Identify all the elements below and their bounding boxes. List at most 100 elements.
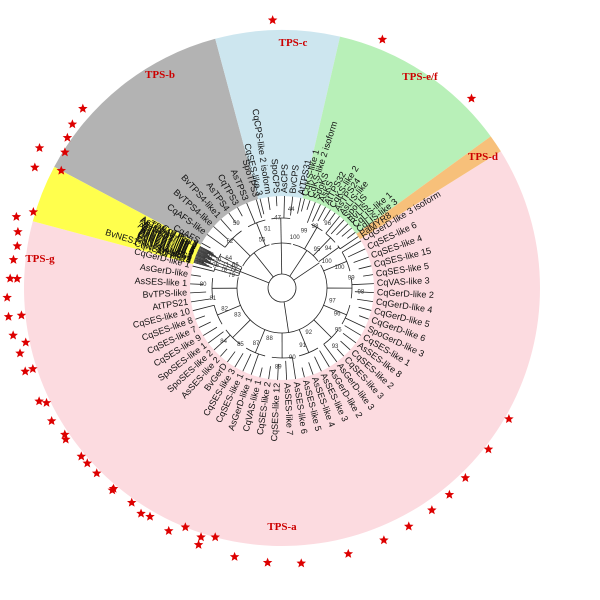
- subclade-stem: [304, 227, 318, 250]
- bootstrap-value: 99: [348, 275, 355, 281]
- tip-branch: [345, 317, 366, 328]
- subclade-stem: [254, 329, 266, 353]
- tip-branch: [195, 256, 211, 263]
- subclade-stem: [216, 261, 241, 272]
- tip-branch: [195, 315, 206, 320]
- star-marker: [180, 522, 191, 532]
- bootstrap-value: 84: [220, 339, 227, 345]
- clade-labels: TPS-a TPS-b TPS-c TPS-e/f TPS-d TPS-g: [25, 37, 498, 533]
- clade-label-tps_c: TPS-c: [279, 37, 308, 49]
- bootstrap-value: 91: [299, 343, 306, 349]
- tip-branch: [290, 196, 294, 216]
- tip-branch: [213, 334, 231, 351]
- tip-branch: [237, 207, 243, 217]
- tip-branch: [268, 366, 271, 380]
- tip-branch: [199, 247, 214, 255]
- tip-branch: [193, 260, 210, 267]
- star-marker: [427, 505, 437, 515]
- tip-branch: [190, 274, 201, 277]
- tip-branch: [291, 357, 296, 380]
- clade-label-tps_e_f: TPS-e/f: [402, 71, 438, 83]
- star-marker: [229, 551, 240, 561]
- star-marker: [28, 363, 38, 374]
- tip-branch: [317, 206, 326, 222]
- subclade-arc: [350, 277, 353, 299]
- subclade-stem: [323, 304, 347, 316]
- tip-branch: [347, 248, 366, 258]
- star-marker: [41, 397, 52, 407]
- leaf-label: SpoCPS: [270, 158, 282, 193]
- clade-stem-tps_d: [293, 262, 320, 281]
- star-marker: [60, 429, 70, 439]
- tip-branch: [206, 234, 226, 248]
- star-marker: [8, 330, 18, 340]
- bootstrap-value: 96: [324, 221, 331, 227]
- subclade-arc: [218, 253, 222, 258]
- subclade-stem: [214, 268, 239, 277]
- bootstrap-value: 66: [232, 263, 239, 269]
- bootstrap-value: 100: [290, 235, 301, 241]
- star-marker: [91, 468, 102, 478]
- subclade-arc: [216, 261, 218, 264]
- tip-branch: [192, 304, 215, 312]
- star-marker: [196, 532, 206, 542]
- tip-branch: [195, 255, 209, 261]
- subclade-stem: [318, 246, 340, 263]
- subclade-arc: [213, 305, 223, 325]
- tip-branch: [208, 331, 224, 344]
- star-marker: [12, 241, 23, 251]
- tip-branch: [351, 283, 374, 286]
- clade-arc-tps_a: [236, 264, 328, 334]
- tip-branch: [354, 291, 374, 294]
- leaf-label: BvTPS-like: [142, 287, 187, 299]
- tip-branch: [344, 325, 362, 336]
- star-markers: [2, 15, 514, 568]
- tip-branch: [198, 248, 219, 259]
- subclade-stem: [298, 329, 310, 353]
- bootstrap-value: 71: [222, 262, 229, 268]
- leaf-label: AsSES-like 1: [134, 276, 187, 288]
- tip-branch: [357, 298, 374, 303]
- bootstrap-value: 73: [230, 267, 237, 273]
- bootstrap-value: 89: [275, 364, 282, 370]
- bootstrap-value: 75: [204, 259, 211, 265]
- subclade-stem: [323, 260, 347, 272]
- tip-branch: [323, 343, 338, 363]
- tip-branch: [353, 256, 369, 263]
- bootstrap-value: 83: [234, 312, 241, 318]
- subclade-stem: [313, 319, 332, 338]
- tip-branch: [267, 196, 271, 210]
- tip-branch: [363, 274, 374, 277]
- clade-sectors: [23, 30, 541, 546]
- star-marker: [20, 366, 30, 376]
- bootstrap-value: 70: [215, 257, 222, 263]
- bootstrap-value: 98: [312, 224, 319, 230]
- tip-branch: [227, 351, 236, 363]
- tree-branches: [190, 196, 374, 380]
- tip-branch: [358, 306, 372, 311]
- root-arc: [267, 273, 297, 303]
- leaf-label: CqVAS-like 3: [377, 275, 430, 288]
- tip-branch: [329, 212, 336, 222]
- star-marker: [5, 273, 15, 283]
- tip-branch: [242, 353, 252, 372]
- bootstrap-value: 76: [212, 263, 219, 269]
- tip-branch: [314, 356, 322, 372]
- star-marker: [126, 497, 137, 507]
- tip-branch: [194, 258, 216, 266]
- star-marker: [12, 273, 22, 283]
- star-marker: [444, 489, 455, 499]
- star-marker: [60, 434, 71, 444]
- star-marker: [504, 414, 514, 424]
- tip-branch: [255, 199, 263, 219]
- tip-branch: [259, 367, 263, 378]
- bootstrap-value: 87: [253, 341, 260, 347]
- star-marker: [28, 206, 39, 217]
- tip-branch: [193, 261, 213, 269]
- bootstrap-value: 92: [305, 330, 312, 336]
- bootstrap-value: 44: [288, 207, 295, 213]
- star-marker: [2, 292, 12, 302]
- bootstrap-values: 1001009998979695939291908988878584838281…: [200, 207, 365, 370]
- star-marker: [67, 119, 78, 129]
- bootstrap-value: 80: [200, 282, 207, 288]
